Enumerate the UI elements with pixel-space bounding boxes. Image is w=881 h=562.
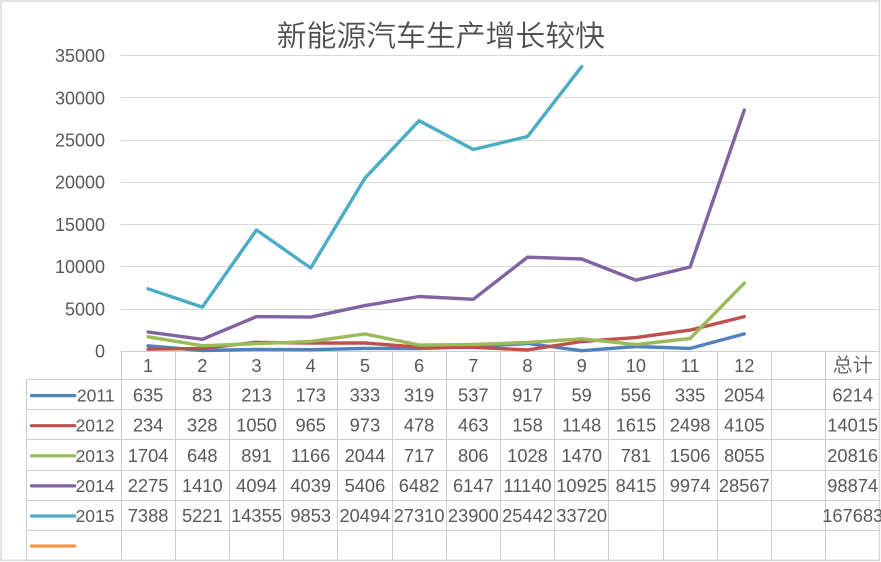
svg-text:1615: 1615 [616, 415, 657, 436]
svg-text:20494: 20494 [339, 505, 390, 526]
svg-text:7388: 7388 [128, 505, 169, 526]
svg-text:6147: 6147 [453, 475, 494, 496]
svg-text:234: 234 [133, 415, 164, 436]
svg-text:8: 8 [522, 355, 532, 376]
svg-text:33720: 33720 [556, 505, 607, 526]
svg-text:1506: 1506 [670, 445, 711, 466]
svg-text:10925: 10925 [556, 475, 607, 496]
svg-text:891: 891 [241, 445, 272, 466]
svg-text:1704: 1704 [128, 445, 169, 466]
svg-text:0: 0 [95, 342, 105, 362]
svg-text:2012: 2012 [76, 416, 115, 436]
svg-text:9974: 9974 [670, 475, 711, 496]
svg-text:30000: 30000 [55, 88, 105, 108]
svg-text:10000: 10000 [55, 257, 105, 277]
svg-text:83: 83 [192, 385, 212, 406]
svg-text:3: 3 [251, 355, 261, 376]
svg-text:23900: 23900 [448, 505, 499, 526]
svg-text:537: 537 [458, 385, 489, 406]
svg-text:173: 173 [295, 385, 326, 406]
svg-text:12: 12 [734, 355, 754, 376]
svg-text:28567: 28567 [719, 475, 770, 496]
svg-text:717: 717 [404, 445, 435, 466]
svg-text:2013: 2013 [76, 446, 115, 466]
svg-text:14015: 14015 [827, 415, 878, 436]
svg-text:2015: 2015 [76, 506, 115, 526]
svg-text:1050: 1050 [236, 415, 277, 436]
svg-text:4: 4 [306, 355, 316, 376]
svg-text:6214: 6214 [832, 385, 873, 406]
svg-text:2011: 2011 [77, 386, 115, 406]
svg-text:319: 319 [404, 385, 435, 406]
svg-text:1410: 1410 [182, 475, 223, 496]
svg-text:333: 333 [350, 385, 381, 406]
svg-text:11: 11 [681, 355, 700, 376]
svg-text:158: 158 [512, 415, 543, 436]
svg-text:648: 648 [187, 445, 218, 466]
svg-text:5221: 5221 [182, 505, 223, 526]
svg-text:478: 478 [404, 415, 435, 436]
svg-text:35000: 35000 [55, 46, 105, 66]
svg-text:15000: 15000 [55, 215, 105, 235]
svg-text:463: 463 [458, 415, 489, 436]
svg-text:20000: 20000 [55, 173, 105, 193]
svg-text:27310: 27310 [394, 505, 445, 526]
svg-text:5000: 5000 [65, 299, 105, 319]
svg-text:2: 2 [197, 355, 207, 376]
svg-text:11140: 11140 [503, 475, 551, 496]
svg-text:1148: 1148 [562, 415, 601, 436]
svg-text:806: 806 [458, 445, 489, 466]
svg-text:1470: 1470 [561, 445, 602, 466]
svg-text:328: 328 [187, 415, 218, 436]
svg-text:2044: 2044 [345, 445, 386, 466]
svg-text:25442: 25442 [502, 505, 553, 526]
svg-text:98874: 98874 [827, 475, 878, 496]
svg-text:6482: 6482 [399, 475, 440, 496]
svg-text:25000: 25000 [55, 131, 105, 151]
svg-text:1166: 1166 [291, 445, 330, 466]
svg-text:2054: 2054 [724, 385, 765, 406]
svg-text:9: 9 [577, 355, 587, 376]
svg-text:5: 5 [360, 355, 370, 376]
svg-text:973: 973 [350, 415, 381, 436]
svg-text:2014: 2014 [76, 476, 115, 496]
svg-text:59: 59 [572, 385, 592, 406]
svg-text:4039: 4039 [290, 475, 331, 496]
svg-text:781: 781 [621, 445, 652, 466]
svg-text:1028: 1028 [507, 445, 548, 466]
svg-text:965: 965 [295, 415, 326, 436]
svg-text:4105: 4105 [724, 415, 765, 436]
svg-text:6: 6 [414, 355, 424, 376]
svg-text:4094: 4094 [236, 475, 277, 496]
svg-text:556: 556 [621, 385, 652, 406]
svg-text:917: 917 [512, 385, 543, 406]
svg-text:8415: 8415 [616, 475, 657, 496]
svg-text:2498: 2498 [670, 415, 711, 436]
svg-text:14355: 14355 [231, 505, 282, 526]
svg-text:10: 10 [626, 355, 646, 376]
svg-text:335: 335 [675, 385, 706, 406]
svg-text:5406: 5406 [345, 475, 386, 496]
svg-text:213: 213 [241, 385, 272, 406]
svg-text:8055: 8055 [724, 445, 765, 466]
svg-text:635: 635 [133, 385, 164, 406]
svg-text:2275: 2275 [128, 475, 169, 496]
svg-text:7: 7 [468, 355, 478, 376]
svg-text:167683: 167683 [822, 505, 881, 526]
svg-text:1: 1 [143, 355, 153, 376]
svg-text:20816: 20816 [827, 445, 878, 466]
svg-text:9853: 9853 [290, 505, 331, 526]
